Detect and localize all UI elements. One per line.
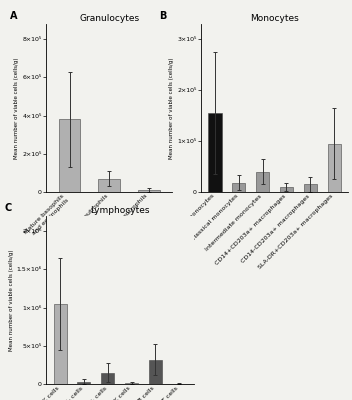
Text: B: B bbox=[159, 10, 166, 20]
Bar bbox=[138, 190, 159, 192]
Text: C: C bbox=[4, 202, 12, 212]
Bar bbox=[208, 113, 221, 192]
Bar bbox=[304, 184, 317, 192]
Bar bbox=[328, 144, 341, 192]
Y-axis label: Mean number of viable cells (cells/g): Mean number of viable cells (cells/g) bbox=[14, 57, 19, 159]
Bar bbox=[125, 383, 138, 384]
Y-axis label: Mean number of viable cells (cells/g): Mean number of viable cells (cells/g) bbox=[169, 57, 174, 159]
Bar bbox=[98, 179, 120, 192]
Bar bbox=[101, 372, 114, 384]
Bar bbox=[77, 382, 90, 384]
Bar bbox=[59, 120, 80, 192]
Bar bbox=[149, 360, 162, 384]
Title: Granulocytes: Granulocytes bbox=[79, 14, 139, 23]
Y-axis label: Mean number of viable cells (cells/g): Mean number of viable cells (cells/g) bbox=[8, 249, 14, 351]
Title: Monocytes: Monocytes bbox=[250, 14, 299, 23]
Bar bbox=[280, 187, 293, 192]
Bar bbox=[54, 304, 67, 384]
Title: Lymphocytes: Lymphocytes bbox=[90, 206, 150, 215]
Bar bbox=[232, 183, 245, 192]
Text: A: A bbox=[10, 10, 18, 20]
Bar bbox=[256, 172, 269, 192]
